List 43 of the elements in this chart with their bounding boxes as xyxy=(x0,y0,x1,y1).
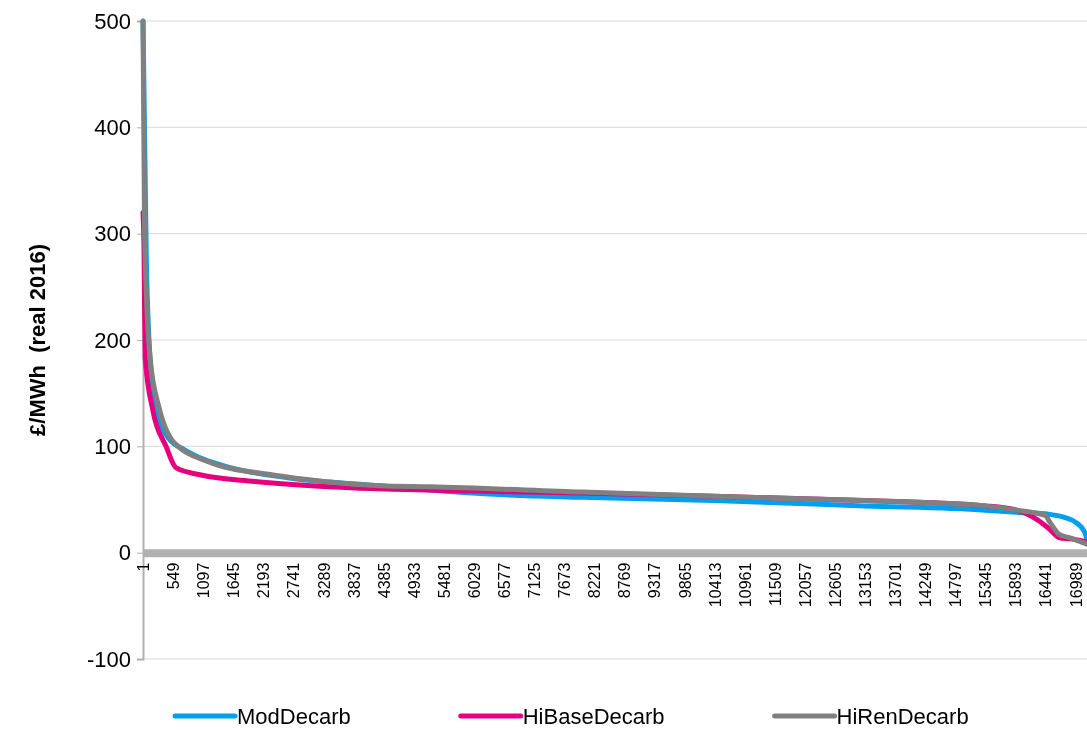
x-tick-label: 13153 xyxy=(856,562,874,608)
y-tick-label: 0 xyxy=(118,540,131,566)
x-tick-label: 3289 xyxy=(315,562,333,599)
x-tick-label: 11509 xyxy=(766,562,784,606)
x-tick-label: 9317 xyxy=(646,562,664,599)
x-tick-label: 2741 xyxy=(285,562,303,599)
x-tick-label: 12605 xyxy=(826,562,844,608)
y-tick-label: -100 xyxy=(86,646,131,672)
y-axis-title: £/MWh (real 2016) xyxy=(25,244,50,436)
x-tick-label: 3837 xyxy=(345,562,363,599)
x-tick-label: 16441 xyxy=(1037,562,1055,608)
x-tick-label: 7125 xyxy=(526,562,544,599)
y-tick-label: 300 xyxy=(94,221,131,247)
x-tick-label: 10413 xyxy=(706,562,724,608)
x-tick-label: 6029 xyxy=(465,562,483,599)
y-tick-label: 500 xyxy=(94,8,131,34)
x-tick-label: 13701 xyxy=(887,562,905,608)
x-tick-label: 4385 xyxy=(375,562,393,599)
x-tick-label: 8221 xyxy=(586,562,604,599)
x-tick-label: 8769 xyxy=(616,562,634,599)
x-tick-label: 15893 xyxy=(1007,562,1025,608)
x-tick-label: 10961 xyxy=(736,562,754,608)
x-tick-label: 16989 xyxy=(1067,562,1085,608)
x-tick-label: 549 xyxy=(165,562,183,590)
x-tick-label: 5481 xyxy=(435,562,453,599)
x-tick-label: 9865 xyxy=(676,562,694,599)
legend-label: HiRenDecarb xyxy=(836,704,969,729)
x-tick-label: 14249 xyxy=(917,562,935,608)
legend-label: ModDecarb xyxy=(237,704,351,729)
legend-label: HiBaseDecarb xyxy=(522,704,665,729)
y-tick-label: 100 xyxy=(94,433,131,459)
x-tick-label: 12057 xyxy=(796,562,814,608)
x-tick-label: 1097 xyxy=(195,562,213,599)
x-tick-label: 6577 xyxy=(496,562,514,599)
x-tick-label: 1645 xyxy=(225,562,243,599)
x-tick-label: 15345 xyxy=(977,562,995,608)
y-tick-label: 400 xyxy=(94,114,131,140)
y-tick-label: 200 xyxy=(94,327,131,353)
x-tick-label: 4933 xyxy=(405,562,423,599)
x-tick-label: 14797 xyxy=(947,562,965,608)
x-tick-label: 2193 xyxy=(255,562,273,599)
x-tick-label: 1 xyxy=(135,562,153,572)
x-tick-label: 7673 xyxy=(556,562,574,599)
